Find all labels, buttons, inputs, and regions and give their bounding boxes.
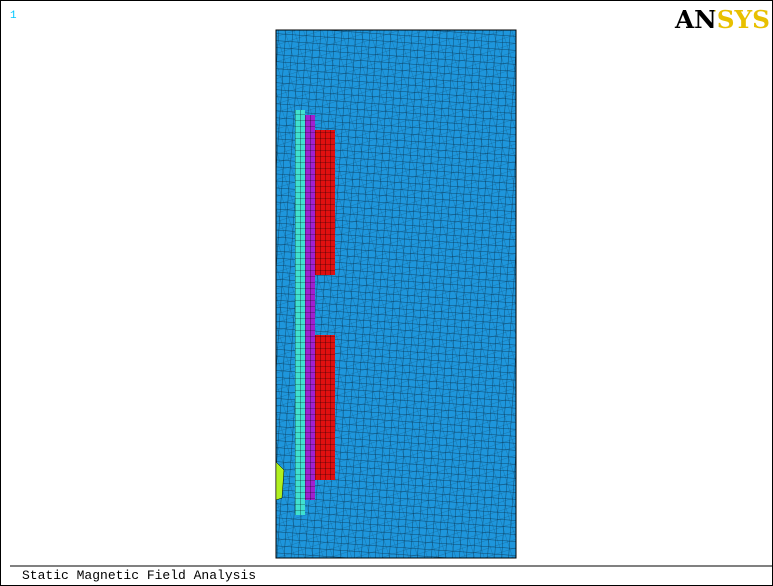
page: 1 ANSYS Static Magnetic Field Analysis (… — [0, 0, 773, 586]
plunger-mesh — [305, 115, 315, 500]
coil-upper-mesh — [315, 130, 335, 275]
graphics-window: 1 ANSYS Static Magnetic Field Analysis — [0, 0, 773, 586]
mesh-model — [276, 30, 516, 558]
window-number: 1 — [10, 10, 17, 22]
core-mesh — [295, 110, 305, 515]
coil-lower-mesh — [315, 335, 335, 480]
analysis-title: Static Magnetic Field Analysis — [22, 568, 256, 583]
ansys-logo: ANSYS — [674, 5, 770, 34]
